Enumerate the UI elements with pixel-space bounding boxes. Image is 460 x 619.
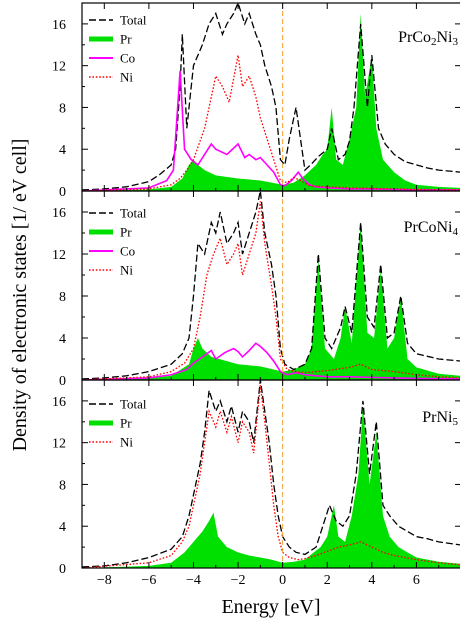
y-tick-label: 8 (59, 290, 66, 305)
y-tick-label: 0 (59, 374, 66, 389)
series-line-total (82, 3, 460, 191)
panel-title: PrCo2Ni3 (398, 29, 458, 48)
x-tick-label: −2 (231, 573, 246, 588)
title-text: PrCoNi (404, 219, 453, 236)
title-text: PrCo (398, 29, 431, 46)
title-subscript: 3 (453, 36, 459, 48)
title-text: PrNi (422, 409, 453, 426)
y-tick-label: 4 (59, 520, 66, 535)
series-line-total (82, 191, 460, 380)
y-tick-label: 16 (52, 206, 66, 221)
legend: Total Pr Co Ni (89, 206, 147, 278)
legend-label-pr: Pr (120, 225, 132, 240)
x-tick-label: −6 (141, 573, 156, 588)
y-tick-label: 16 (52, 18, 66, 33)
legend-label-total: Total (120, 397, 147, 412)
y-tick-label: 8 (59, 101, 66, 116)
legend-label-total: Total (120, 13, 147, 28)
plot-area (82, 3, 460, 191)
x-tick-label: 0 (279, 573, 286, 588)
y-tick-label: 4 (59, 332, 66, 347)
y-tick-label: 12 (52, 60, 66, 75)
title-subscript: 2 (431, 36, 437, 48)
x-tick-label: 2 (324, 573, 331, 588)
plot-area (82, 380, 460, 568)
y-tick-label: 12 (52, 437, 66, 452)
panel-frame (81, 379, 460, 569)
x-tick-label: 6 (413, 573, 420, 588)
legend-label-ni: Ni (120, 263, 133, 278)
legend-label-pr: Pr (120, 416, 132, 431)
panel-title: PrNi5 (422, 409, 458, 428)
series-area-pr (82, 13, 460, 191)
series-line-ni (82, 201, 460, 380)
legend-swatch-pr (89, 420, 113, 426)
y-axis-title: Density of electronic states [1/ eV cell… (9, 139, 31, 452)
title-text: Ni (437, 29, 454, 46)
legend-swatch-pr (89, 229, 113, 235)
series-line-ni (82, 55, 460, 191)
title-subscript: 4 (453, 226, 459, 238)
legend-label-pr: Pr (120, 32, 132, 47)
legend-label-total: Total (120, 206, 147, 221)
series-line-co (82, 342, 460, 380)
y-tick-label: 4 (59, 143, 66, 158)
y-tick-label: 0 (59, 562, 66, 577)
legend-label-ni: Ni (120, 435, 133, 450)
y-tick-label: 0 (59, 185, 66, 200)
legend-swatch-pr (89, 36, 113, 42)
x-tick-label: −8 (97, 573, 112, 588)
series-line-co (82, 70, 460, 191)
legend: Total Pr Co Ni (89, 13, 147, 85)
series-area-pr (82, 222, 460, 380)
legend: Total Pr Ni (89, 397, 147, 450)
series-area-pr (82, 406, 460, 568)
x-axis-title: Energy [eV] (221, 596, 320, 618)
legend-label-co: Co (120, 244, 135, 259)
y-tick-label: 16 (52, 395, 66, 410)
legend-label-co: Co (120, 51, 135, 66)
y-tick-label: 8 (59, 478, 66, 493)
series-line-ni (82, 385, 460, 568)
title-subscript: 5 (453, 416, 459, 428)
y-tick-label: 12 (52, 248, 66, 263)
x-tick-label: 4 (368, 573, 375, 588)
series-line-total (82, 380, 460, 568)
plot-area (82, 191, 460, 380)
panel-title: PrCoNi4 (404, 219, 459, 238)
x-tick-label: −4 (186, 573, 201, 588)
legend-label-ni: Ni (120, 70, 133, 85)
